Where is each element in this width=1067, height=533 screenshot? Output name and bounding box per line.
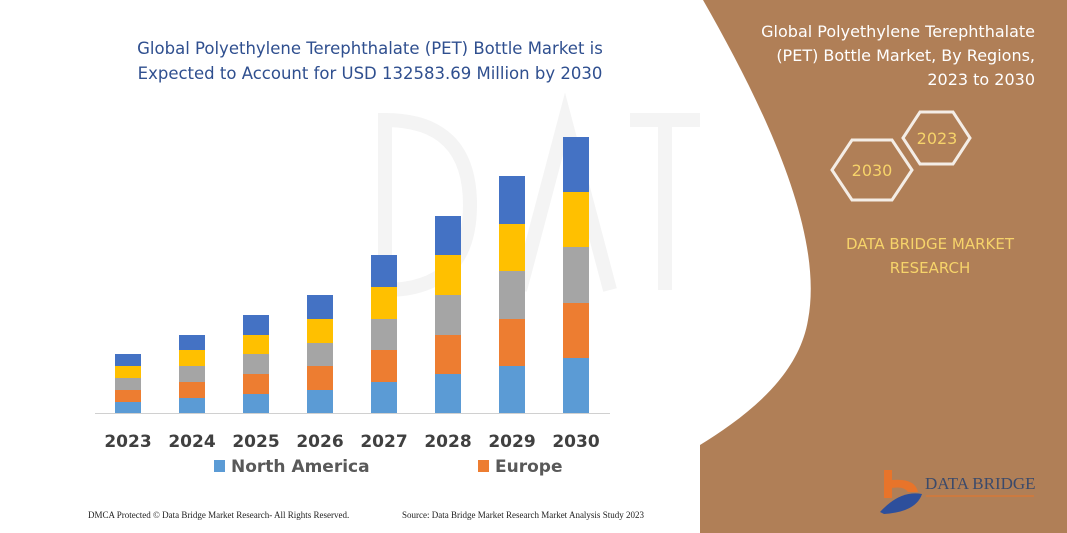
bar-segment-2025-1	[243, 374, 269, 394]
bar-segment-2028-3	[435, 255, 461, 295]
hex-label-2030: 2030	[852, 161, 893, 180]
x-tick-label: 2025	[232, 432, 279, 452]
bar-segment-2023-0	[115, 402, 141, 413]
bar-segment-2029-2	[499, 271, 525, 319]
watermark-shapes	[378, 92, 700, 298]
bar-segment-2029-1	[499, 319, 525, 366]
bar-segment-2029-3	[499, 224, 525, 271]
bar-segment-2025-4	[243, 315, 269, 335]
bar-segment-2029-0	[499, 366, 525, 413]
bar-segment-2027-1	[371, 350, 397, 382]
x-tick-label: 2030	[552, 432, 599, 452]
brand-text: DATA BRIDGE MARKET RESEARCH	[820, 232, 1040, 280]
bar-segment-2027-4	[371, 255, 397, 287]
bar-segment-2027-3	[371, 287, 397, 319]
bar-segment-2027-2	[371, 319, 397, 350]
hexagon-2023	[901, 110, 972, 166]
bar-segment-2023-4	[115, 354, 141, 366]
bar-segment-2028-0	[435, 374, 461, 413]
bar-segment-2025-0	[243, 394, 269, 413]
bar-segment-2028-1	[435, 335, 461, 374]
bar-segment-2030-3	[563, 192, 589, 247]
panel-title-line: 2023 to 2030	[927, 70, 1035, 89]
bar-segment-2026-4	[307, 295, 333, 319]
bar-segment-2024-3	[179, 350, 205, 366]
panel-title: Global Polyethylene Terephthalate (PET) …	[705, 20, 1035, 92]
bar-segment-2030-0	[563, 358, 589, 413]
x-tick-label: 2028	[424, 432, 471, 452]
x-tick-label: 2026	[296, 432, 343, 452]
bar-segment-2029-4	[499, 176, 525, 224]
bar-segment-2030-4	[563, 137, 589, 192]
bar-segment-2024-1	[179, 382, 205, 398]
panel-title-line: Global Polyethylene Terephthalate	[761, 22, 1035, 41]
x-tick-label: 2024	[168, 432, 215, 452]
bar-segment-2030-1	[563, 303, 589, 358]
bar-segment-2023-1	[115, 390, 141, 402]
bar-segment-2023-3	[115, 366, 141, 378]
bar-segment-2026-1	[307, 366, 333, 390]
chart-title: Global Polyethylene Terephthalate (PET) …	[137, 39, 603, 83]
legend-swatch	[478, 460, 489, 472]
bar-segment-2024-2	[179, 366, 205, 382]
footer-source: Source: Data Bridge Market Research Mark…	[402, 510, 644, 520]
bar-segment-2024-4	[179, 335, 205, 350]
logo-text: DATA BRIDGE	[925, 474, 1036, 493]
brand-line: DATA BRIDGE MARKET	[845, 235, 1015, 253]
bar-segment-2023-2	[115, 378, 141, 390]
bar-segment-2026-2	[307, 343, 333, 366]
x-tick-label: 2023	[104, 432, 151, 452]
right-panel	[700, 0, 1067, 533]
bar-segment-2030-2	[563, 247, 589, 303]
x-tick-label: 2029	[488, 432, 535, 452]
logo-icon	[880, 470, 922, 514]
bar-segment-2026-0	[307, 390, 333, 413]
x-tick-label: 2027	[360, 432, 407, 452]
stacked-bar-chart: 2023 2024 2025 2026 2027 2028 2029 2030 North Am…	[95, 137, 610, 477]
bar-segment-2024-0	[179, 398, 205, 413]
bar-segment-2025-3	[243, 335, 269, 354]
legend-label: North America	[231, 457, 370, 477]
legend-label: Europe	[495, 457, 562, 477]
panel-title-line: (PET) Bottle Market, By Regions,	[776, 46, 1035, 65]
brand-line: RESEARCH	[889, 259, 971, 277]
bar-segment-2026-3	[307, 319, 333, 343]
bar-segment-2028-2	[435, 295, 461, 335]
bar-segment-2027-0	[371, 382, 397, 413]
bar-segment-2028-4	[435, 216, 461, 255]
hexagon-2030	[830, 138, 914, 202]
legend-swatch	[214, 460, 225, 472]
footer-copyright: DMCA Protected © Data Bridge Market Rese…	[88, 510, 350, 520]
hex-label-2023: 2023	[917, 129, 958, 148]
bar-segment-2025-2	[243, 354, 269, 374]
